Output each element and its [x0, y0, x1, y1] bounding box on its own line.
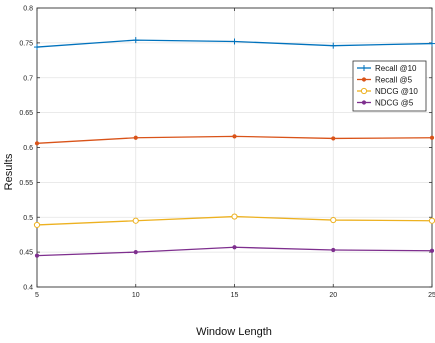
series-1	[34, 134, 435, 146]
tick-labels: 5 10 15 20 25 0.4 0.45 0.5 0.55 0.6 0.65 0.7 0.75 0.8	[19, 6, 435, 300]
data-point	[331, 136, 336, 141]
y-tick-label: 0.6	[23, 145, 33, 152]
data-point	[330, 42, 337, 49]
data-point	[428, 217, 435, 224]
y-tick-label: 0.65	[19, 110, 33, 117]
legend-item: Recall @10	[357, 64, 417, 73]
legend: Recall @10 Recall @5 NDCG @10 NDCG @5	[352, 60, 427, 112]
data-point	[331, 247, 336, 253]
legend-label: Recall @5	[375, 76, 413, 85]
data-point	[429, 40, 435, 47]
legend-label: NDCG @10	[375, 87, 418, 96]
series-0	[34, 37, 435, 51]
data-point	[231, 213, 238, 220]
data-point	[133, 250, 138, 255]
x-tick-label: 25	[428, 292, 435, 299]
data-point	[34, 253, 40, 258]
series-3	[34, 245, 435, 258]
data-point	[34, 44, 40, 51]
x-tick-label: 5	[35, 292, 39, 299]
x-tick-label: 20	[329, 292, 337, 299]
legend-item: Recall @5	[357, 76, 413, 85]
data-point	[232, 245, 237, 250]
plot-frame	[36, 7, 433, 288]
y-tick-label: 0.7	[23, 75, 33, 82]
x-axis-label: Window Length	[196, 326, 272, 338]
data-point	[33, 221, 41, 229]
y-tick-label: 0.75	[19, 40, 33, 47]
legend-marker	[361, 77, 367, 82]
y-axis-label: Results	[3, 153, 15, 190]
y-tick-label: 0.5	[23, 215, 33, 222]
plot-border	[36, 7, 433, 288]
data-point	[330, 216, 337, 224]
y-tick-label: 0.4	[23, 285, 33, 292]
data-point	[133, 135, 138, 140]
legend-label: NDCG @5	[375, 99, 414, 108]
legend-marker	[360, 87, 368, 95]
y-tick-label: 0.45	[19, 250, 33, 257]
x-tick-label: 10	[132, 292, 140, 299]
legend-item: NDCG @5	[357, 99, 414, 108]
series-2	[33, 213, 435, 229]
data-point	[429, 248, 435, 253]
x-tick-label: 15	[231, 292, 239, 299]
data-point	[231, 38, 238, 45]
legend-label: Recall @10	[375, 64, 417, 73]
data-point	[132, 37, 139, 44]
data-point	[132, 217, 139, 224]
data-point	[34, 141, 40, 146]
legend-marker	[361, 65, 367, 71]
legend-marker	[361, 100, 367, 105]
series-lines	[33, 37, 435, 258]
y-tick-label: 0.8	[23, 6, 33, 13]
y-tick-label: 0.55	[19, 180, 33, 187]
data-point	[232, 134, 237, 139]
data-point	[429, 135, 435, 140]
legend-item: NDCG @10	[357, 87, 418, 96]
